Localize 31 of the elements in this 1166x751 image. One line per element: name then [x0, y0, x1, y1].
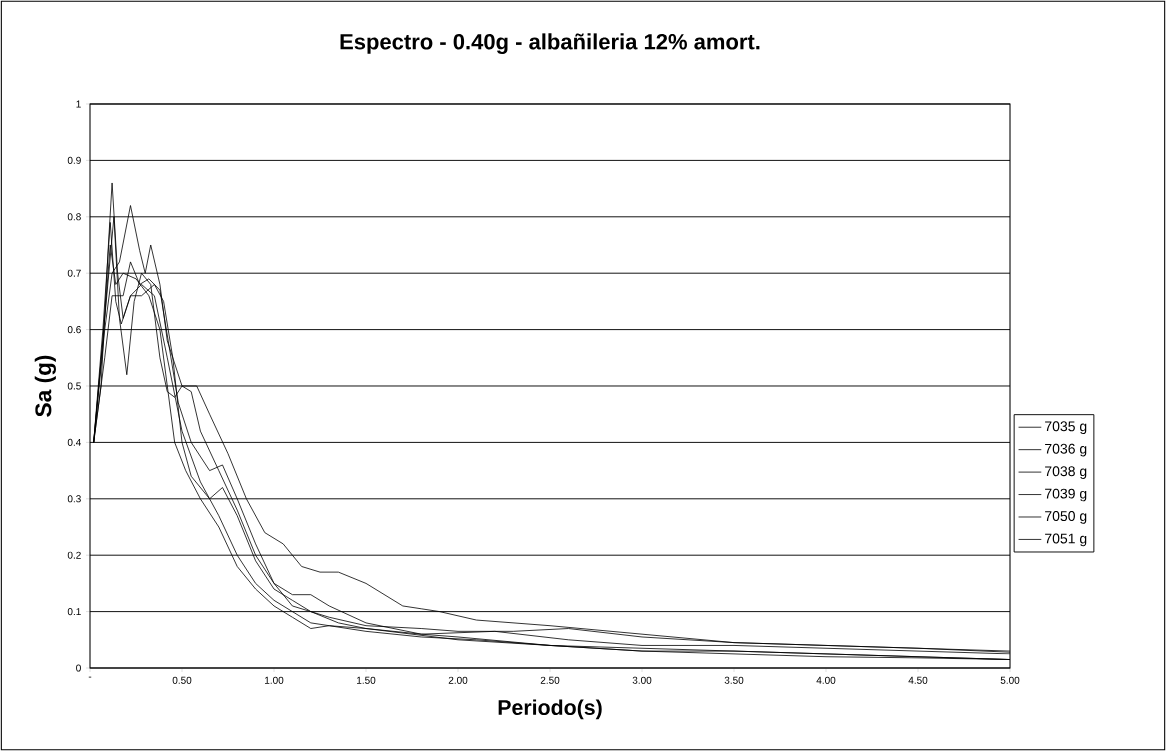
x-tick-label: -: [88, 676, 92, 678]
legend-label: 7050 g: [1045, 511, 1087, 524]
x-axis-title: Periodo(s): [498, 699, 602, 720]
legend-label: 7036 g: [1045, 443, 1087, 457]
y-tick-label: 1: [76, 100, 81, 108]
y-tick-label: 0.2: [67, 551, 81, 559]
y-axis-title: Sa (g): [34, 355, 56, 417]
x-tick-label: 0.50: [172, 676, 192, 684]
y-tick-label: 0.3: [67, 495, 81, 503]
legend-label: 7035 g: [1045, 421, 1087, 435]
y-tick-label: 0: [76, 664, 81, 672]
y-tick-label: 0.7: [67, 269, 81, 277]
y-tick-label: 0.4: [67, 438, 81, 446]
y-tick-label: 0.1: [67, 608, 81, 616]
legend-label: 7038 g: [1045, 466, 1087, 479]
x-tick-label: 2.50: [540, 676, 560, 684]
x-tick-label: 2.00: [448, 676, 468, 684]
y-tick-label: 0.8: [67, 213, 81, 221]
y-tick-label: 0.6: [67, 326, 81, 334]
x-tick-label: 4.50: [908, 676, 928, 684]
y-tick-label: 0.9: [67, 156, 81, 164]
x-tick-label: 1.00: [265, 676, 284, 684]
x-tick-label: 1.50: [357, 676, 376, 684]
x-tick-label: 4.00: [816, 676, 836, 684]
x-tick-label: 3.00: [632, 676, 652, 684]
y-tick-label: 0.5: [67, 382, 81, 390]
legend-label: 7051 g: [1045, 533, 1087, 547]
chart-title: Espectro - 0.40g - albañileria 12% amort.: [340, 33, 760, 54]
x-tick-label: 5.00: [1000, 676, 1020, 684]
x-tick-label: 3.50: [724, 676, 744, 684]
legend-label: 7039 g: [1045, 488, 1087, 502]
